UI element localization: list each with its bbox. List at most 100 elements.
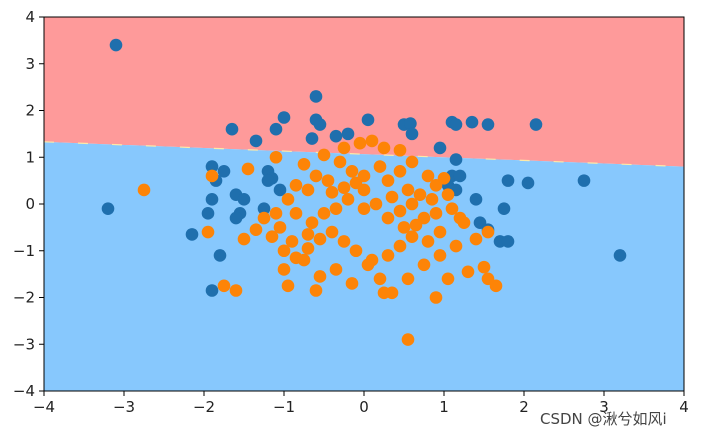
series-1-point-77 xyxy=(449,239,463,253)
series-1-point-30 xyxy=(269,207,283,220)
series-1-point-0 xyxy=(137,183,151,197)
series-1-point-21 xyxy=(373,160,387,173)
series-1-point-12 xyxy=(421,169,435,183)
series-0-point-0 xyxy=(109,38,123,52)
series-1-point-2 xyxy=(241,162,255,176)
series-0-point-5 xyxy=(277,111,291,124)
series-0-point-23 xyxy=(453,169,467,183)
series-1-point-70 xyxy=(345,277,359,290)
series-1-point-31 xyxy=(257,211,271,225)
series-0-point-8 xyxy=(305,132,319,145)
series-1-point-47 xyxy=(433,225,447,239)
series-0-point-3 xyxy=(249,134,263,148)
series-0-point-37 xyxy=(217,164,231,178)
series-0-point-36 xyxy=(205,160,219,173)
series-0-point-35 xyxy=(613,249,627,262)
series-1-point-3 xyxy=(269,150,283,164)
series-1-point-63 xyxy=(201,225,215,239)
series-1-point-85 xyxy=(481,225,495,239)
x-tick-label-6: 2 xyxy=(519,398,529,416)
series-1-point-32 xyxy=(273,221,287,234)
series-0-point-44 xyxy=(237,193,251,206)
series-0-point-1 xyxy=(309,90,323,103)
series-0-point-53 xyxy=(101,202,115,215)
series-1-point-67 xyxy=(297,253,311,267)
series-1-point-19 xyxy=(393,164,407,178)
y-tick-label-2: −2 xyxy=(13,289,35,307)
series-1-point-55 xyxy=(325,225,339,239)
series-0-point-4 xyxy=(269,122,283,136)
series-1-point-69 xyxy=(329,263,343,276)
series-1-point-86 xyxy=(453,211,467,225)
series-1-point-33 xyxy=(289,207,303,220)
series-1-point-7 xyxy=(353,136,367,150)
series-1-point-37 xyxy=(341,193,355,206)
series-1-point-57 xyxy=(301,242,315,255)
series-1-point-61 xyxy=(249,223,263,237)
series-0-point-45 xyxy=(205,193,219,206)
series-1-point-93 xyxy=(385,190,399,204)
series-1-point-36 xyxy=(329,202,343,215)
series-0-point-14 xyxy=(405,127,419,141)
series-1-point-64 xyxy=(217,279,231,293)
series-1-point-80 xyxy=(461,265,475,279)
series-1-point-72 xyxy=(373,272,387,286)
series-1-point-96 xyxy=(397,221,411,234)
series-1-point-44 xyxy=(429,207,443,220)
series-1-point-50 xyxy=(393,239,407,253)
series-0-point-10 xyxy=(341,127,355,141)
region-above xyxy=(44,17,684,167)
series-1-point-10 xyxy=(393,143,407,157)
series-0-point-48 xyxy=(229,211,243,225)
series-1-point-34 xyxy=(305,216,319,229)
x-tick-label-1: −3 xyxy=(113,398,135,416)
series-1-point-48 xyxy=(421,235,435,248)
y-tick-label-0: −4 xyxy=(13,382,35,400)
series-1-point-41 xyxy=(393,204,407,218)
series-0-point-50 xyxy=(185,228,199,241)
y-tick-label-8: 4 xyxy=(25,8,35,26)
series-1-point-9 xyxy=(377,141,391,155)
x-tick-label-5: 1 xyxy=(439,398,449,416)
series-1-point-74 xyxy=(401,272,415,286)
series-1-point-81 xyxy=(441,272,455,286)
series-1-point-53 xyxy=(349,244,363,258)
series-1-point-45 xyxy=(445,202,459,215)
series-1-point-56 xyxy=(313,232,327,246)
series-1-point-14 xyxy=(437,171,451,185)
series-1-point-6 xyxy=(337,141,351,155)
series-0-point-17 xyxy=(465,115,479,129)
y-tick-label-7: 3 xyxy=(25,55,35,73)
series-1-point-15 xyxy=(441,188,455,201)
y-tick-label-4: 0 xyxy=(25,195,35,213)
series-1-point-90 xyxy=(377,286,391,300)
series-1-point-16 xyxy=(425,193,439,206)
series-1-point-18 xyxy=(401,183,415,197)
series-1-point-27 xyxy=(301,183,315,197)
series-0-point-21 xyxy=(449,153,463,166)
series-1-point-89 xyxy=(281,279,295,293)
series-0-point-9 xyxy=(329,129,343,143)
series-1-point-11 xyxy=(405,155,419,169)
x-tick-label-3: −1 xyxy=(273,398,295,416)
series-1-point-35 xyxy=(317,207,331,220)
series-1-point-38 xyxy=(357,202,371,215)
series-1-point-39 xyxy=(369,197,383,211)
series-0-point-16 xyxy=(449,118,463,131)
series-0-point-11 xyxy=(361,113,375,127)
series-0-point-51 xyxy=(213,249,227,262)
series-0-point-13 xyxy=(404,117,417,130)
series-0-point-18 xyxy=(481,118,495,131)
series-1-point-87 xyxy=(401,333,415,346)
series-1-point-98 xyxy=(409,218,423,232)
series-1-point-4 xyxy=(297,157,311,171)
series-0-point-34 xyxy=(501,235,515,248)
series-1-point-71 xyxy=(361,258,375,272)
series-0-point-29 xyxy=(577,174,591,187)
x-tick-label-0: −4 xyxy=(33,398,55,416)
series-0-point-30 xyxy=(497,202,511,215)
series-1-point-62 xyxy=(237,232,251,246)
series-1-point-29 xyxy=(281,193,295,206)
